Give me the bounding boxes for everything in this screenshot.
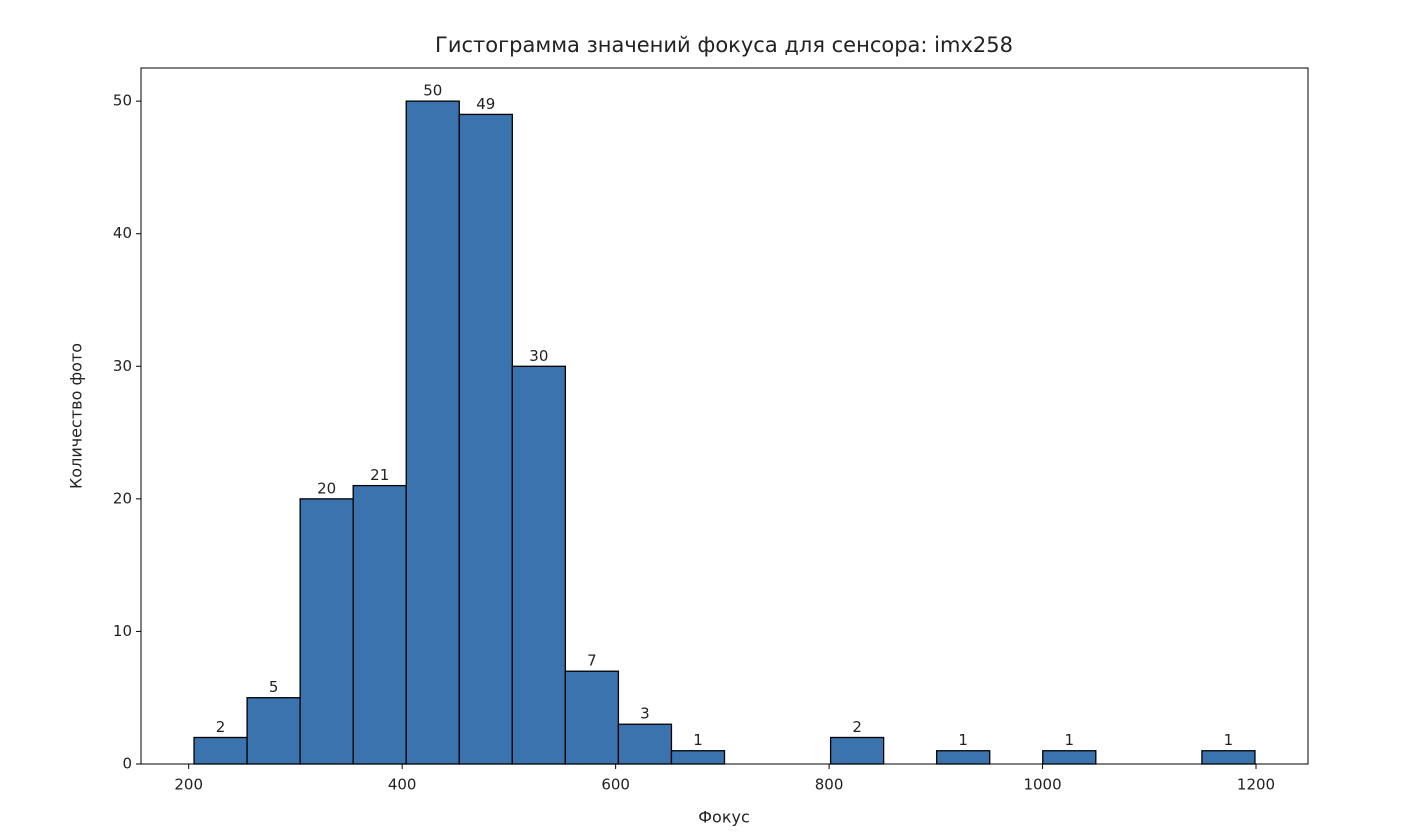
data-label: 1	[693, 731, 703, 749]
data-label: 3	[640, 705, 650, 723]
bar	[936, 750, 991, 765]
y-tick-label: 50	[113, 92, 132, 110]
data-label: 1	[1065, 731, 1075, 749]
plot-frame	[140, 67, 1309, 765]
bar	[458, 113, 513, 765]
x-tick-label: 400	[388, 776, 417, 794]
bar	[1201, 750, 1256, 765]
x-tick-label: 1200	[1237, 776, 1275, 794]
x-tick-label: 1000	[1023, 776, 1061, 794]
bar	[405, 100, 460, 765]
y-tick-label: 30	[113, 357, 132, 375]
data-label: 2	[216, 718, 226, 736]
y-tick-label: 10	[113, 622, 132, 640]
chart-title: Гистограмма значений фокуса для сенсора:…	[435, 33, 1013, 57]
bar	[193, 736, 248, 765]
data-label: 50	[423, 82, 442, 100]
y-tick-label: 20	[113, 489, 132, 507]
data-label: 20	[317, 479, 336, 497]
bar	[299, 498, 354, 765]
x-tick-label: 800	[815, 776, 844, 794]
data-label: 1	[958, 731, 968, 749]
bar	[246, 697, 301, 765]
data-label: 21	[370, 466, 389, 484]
data-label: 30	[529, 347, 548, 365]
bar	[1042, 750, 1097, 765]
data-label: 49	[476, 95, 495, 113]
x-tick-label: 200	[174, 776, 203, 794]
bar	[564, 670, 620, 765]
bar	[829, 736, 885, 765]
bar	[617, 723, 673, 765]
bar	[670, 750, 726, 765]
data-label: 5	[269, 678, 279, 696]
bar	[352, 484, 407, 765]
x-tick-label: 600	[601, 776, 630, 794]
data-label: 7	[587, 652, 597, 670]
data-label: 1	[1224, 731, 1234, 749]
y-tick-label: 40	[113, 224, 132, 242]
y-axis-label: Количество фото	[67, 343, 86, 489]
bar	[511, 365, 567, 765]
data-label: 2	[852, 718, 862, 736]
y-tick-label: 0	[122, 755, 132, 773]
x-axis-label: Фокус	[698, 808, 750, 827]
